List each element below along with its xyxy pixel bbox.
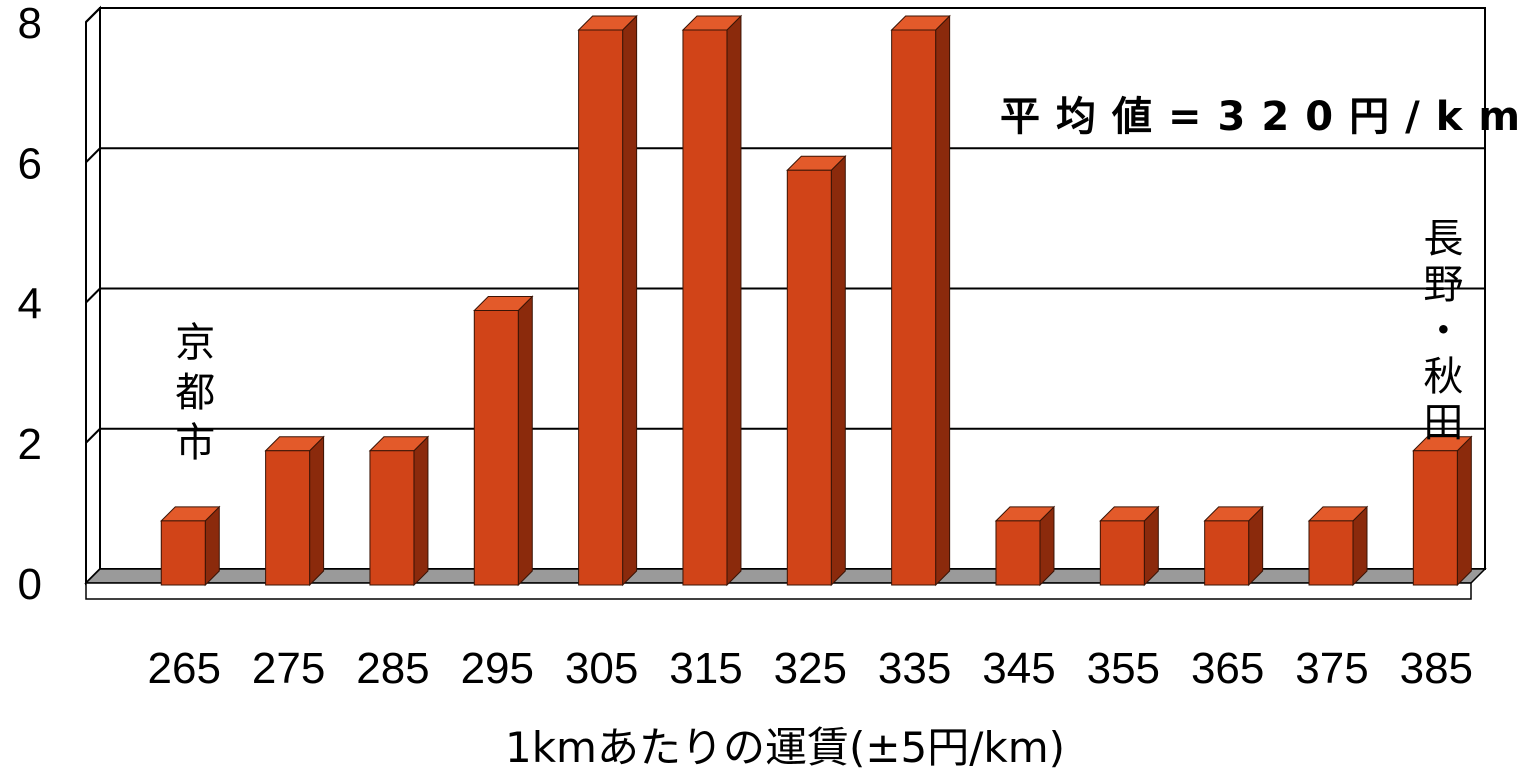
gridline-side <box>85 287 101 304</box>
x-tick-label: 345 <box>982 644 1055 693</box>
y-tick-label: 6 <box>18 139 42 188</box>
bar <box>786 155 847 587</box>
bar <box>160 505 221 587</box>
bar <box>890 14 951 587</box>
y-tick-label: 2 <box>18 420 42 469</box>
y-tick-label: 0 <box>18 560 42 609</box>
bars-layer <box>160 14 1473 587</box>
svg-text:野: 野 <box>1423 262 1463 308</box>
bar <box>1412 435 1473 587</box>
bar <box>577 14 638 587</box>
x-axis-label: 1kmあたりの運賃(±5円/km) <box>505 723 1065 772</box>
bar <box>994 505 1056 587</box>
x-tick-label: 325 <box>774 644 847 693</box>
annotation-kyoto: 京都市 <box>175 320 215 466</box>
x-axis-ticks: 265 275 285 295 305 315 325 335 345 355 365 375 385 <box>148 644 1473 693</box>
svg-text:田: 田 <box>1423 400 1463 446</box>
svg-text:長: 長 <box>1423 216 1463 262</box>
gridline-side <box>85 147 101 163</box>
annotation-nagano-akita: 長野・秋田 <box>1423 216 1463 446</box>
x-tick-label: 385 <box>1400 644 1473 693</box>
y-axis-ticks: 0 2 4 6 8 <box>18 0 42 609</box>
gridline-side <box>85 428 101 444</box>
bar <box>368 435 430 587</box>
x-tick-label: 375 <box>1295 644 1368 693</box>
svg-text:都: 都 <box>175 370 215 416</box>
x-tick-label: 315 <box>669 644 742 693</box>
bar <box>264 435 325 587</box>
bar <box>1203 505 1264 587</box>
bar <box>1099 505 1160 587</box>
x-tick-label: 365 <box>1191 644 1264 693</box>
gridline-side <box>85 7 101 23</box>
svg-text:・: ・ <box>1423 308 1463 354</box>
x-tick-label: 305 <box>565 644 638 693</box>
x-tick-label: 265 <box>148 644 221 693</box>
svg-text:京: 京 <box>175 320 215 366</box>
x-tick-label: 295 <box>461 644 534 693</box>
x-tick-label: 335 <box>878 644 951 693</box>
y-tick-label: 4 <box>18 280 42 329</box>
svg-text:市: 市 <box>175 420 215 466</box>
bar <box>1307 505 1369 587</box>
y-tick-label: 8 <box>18 0 42 48</box>
x-tick-label: 285 <box>356 644 429 693</box>
bar <box>681 14 743 587</box>
bar <box>473 295 534 587</box>
svg-text:秋: 秋 <box>1423 354 1463 400</box>
x-tick-label: 275 <box>252 644 325 693</box>
x-tick-label: 355 <box>1087 644 1160 693</box>
floor-front <box>85 582 1472 600</box>
